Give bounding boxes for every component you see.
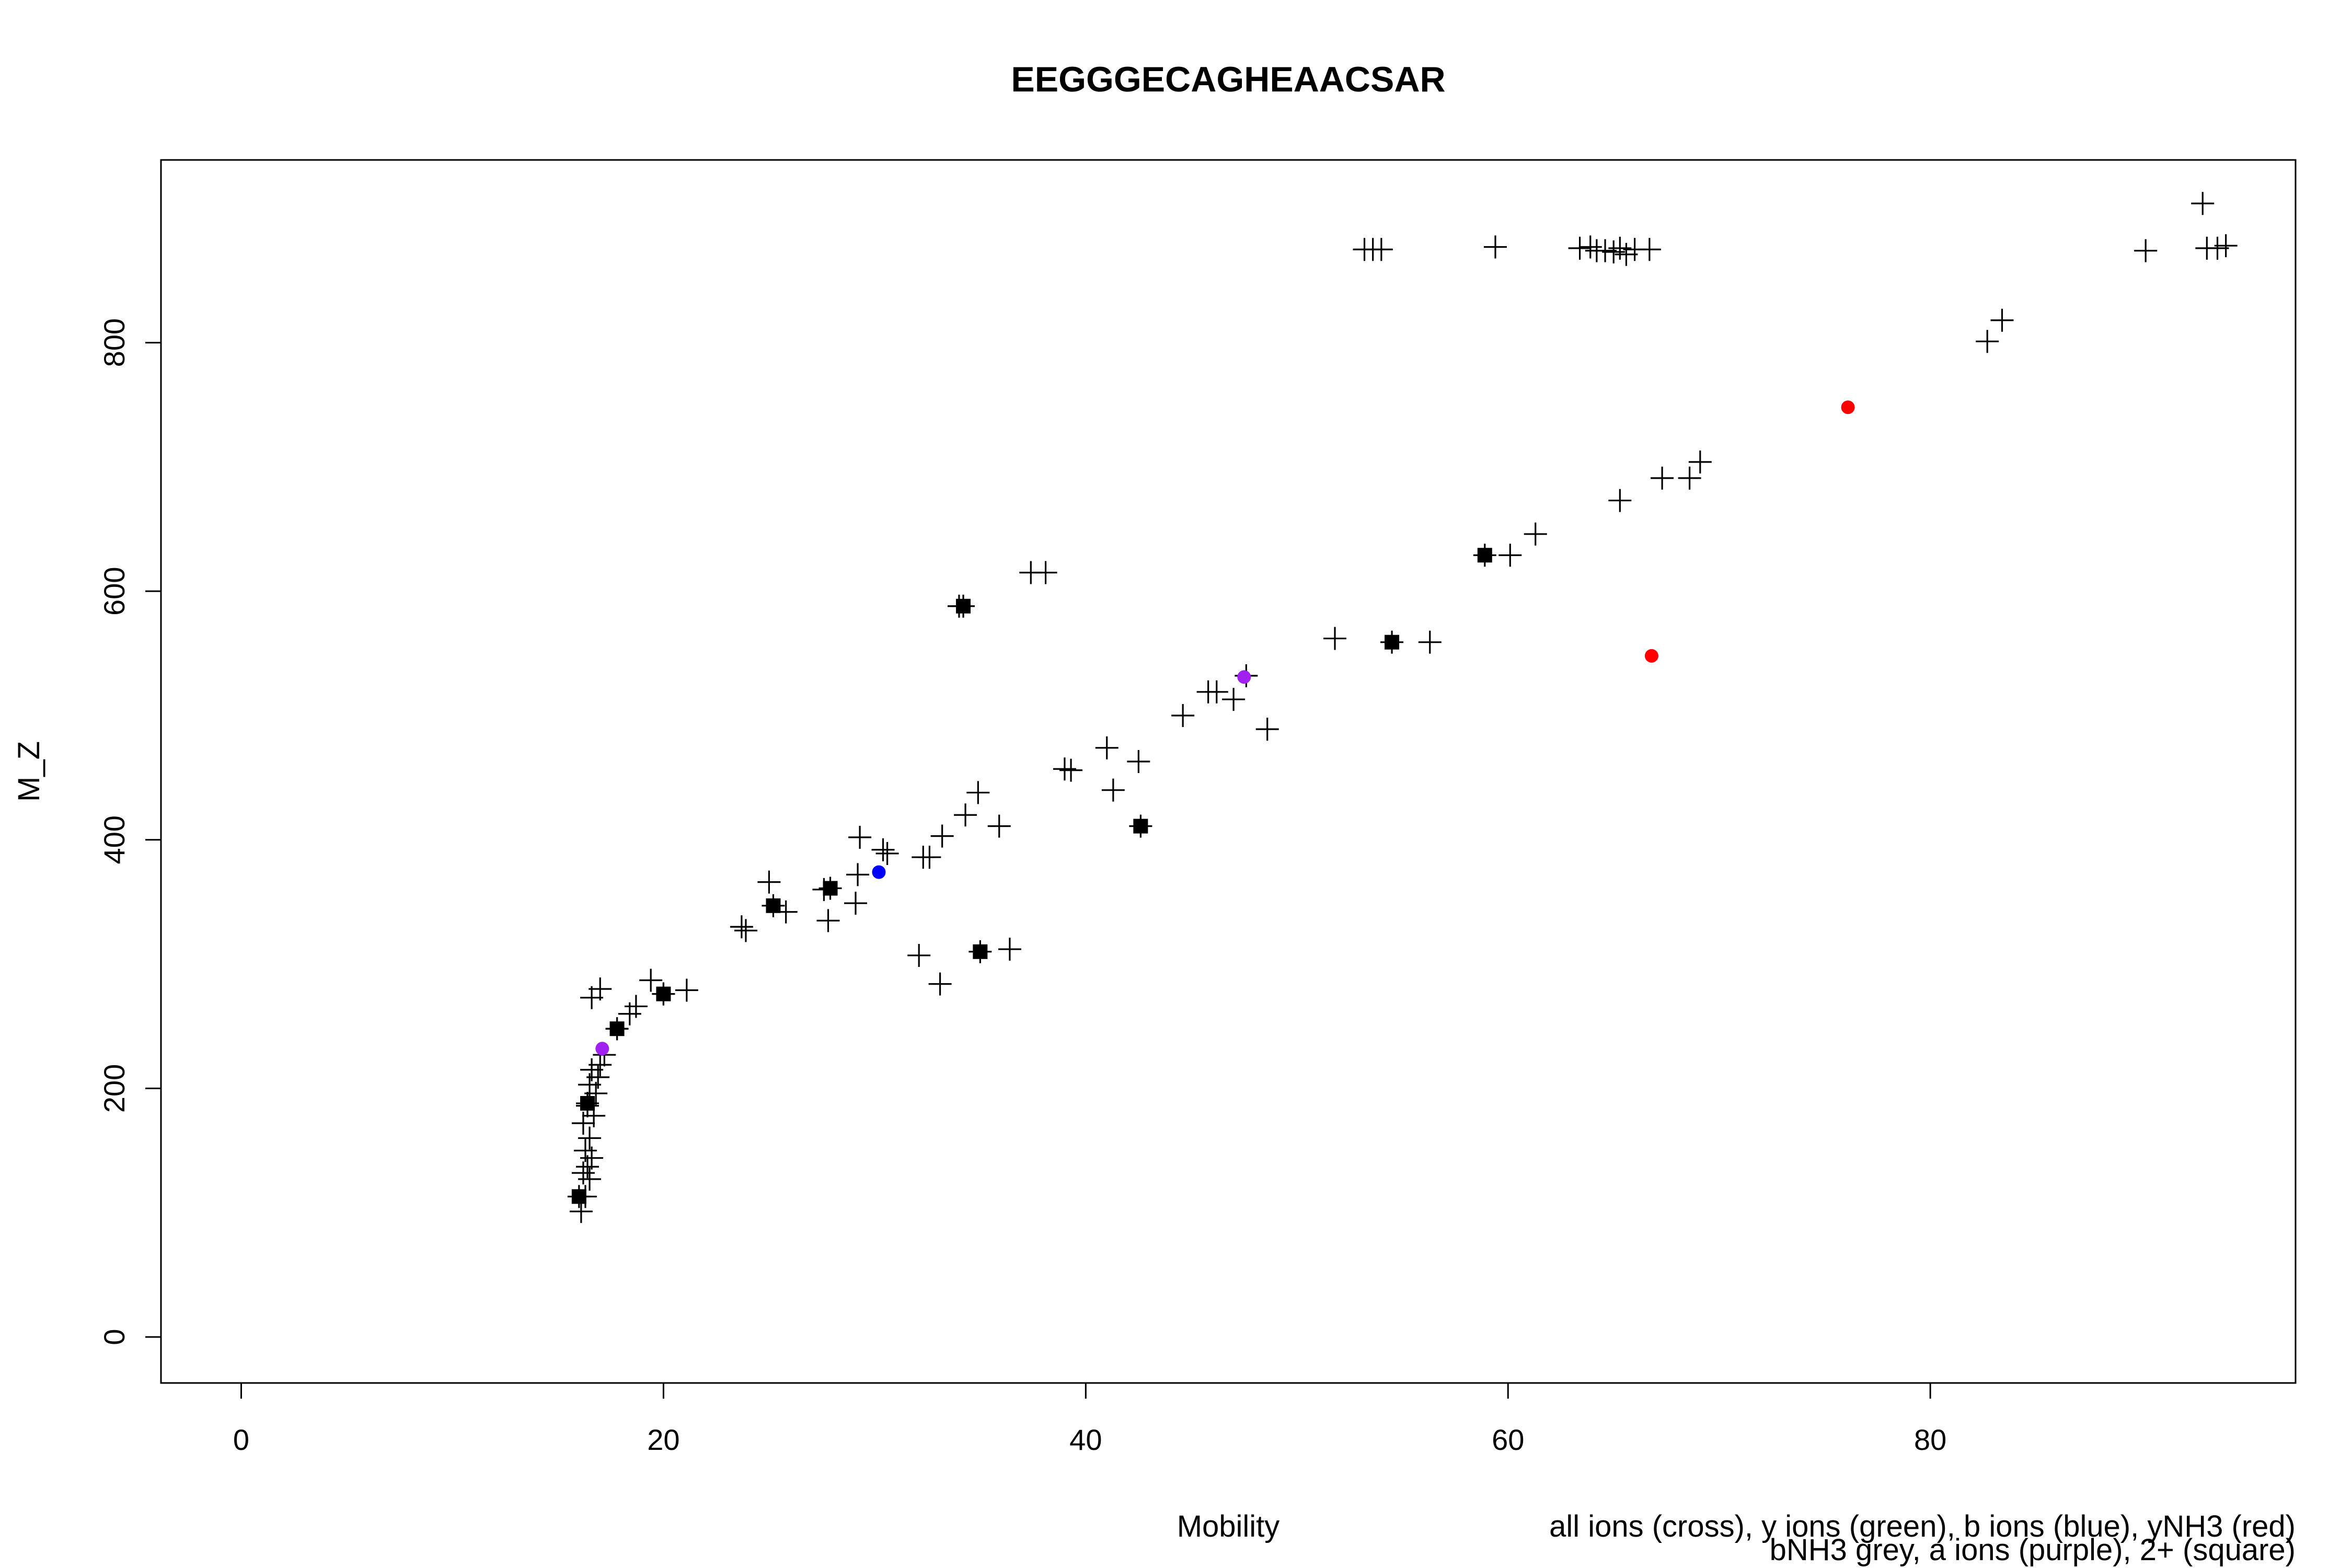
ion-cross-point xyxy=(816,909,840,932)
x-tick-label: 60 xyxy=(1492,1423,1524,1456)
plot-frame xyxy=(160,159,2297,1384)
x-tick-label: 40 xyxy=(1069,1423,1102,1456)
ion-cross-point xyxy=(1498,544,1522,567)
legend-line-1: all ions (cross), y ions (green), b ions… xyxy=(1549,1509,2296,1543)
y-tick-label: 0 xyxy=(98,1329,131,1345)
ion-cross-point xyxy=(987,814,1011,838)
ion-cross-point xyxy=(573,1139,597,1162)
ion-cross-point xyxy=(1568,236,1592,260)
ion-cross-point xyxy=(1369,238,1393,261)
ion-cross-point xyxy=(1034,561,1057,584)
data-points xyxy=(567,192,2238,1223)
ion-cross-point xyxy=(1053,757,1076,781)
ion-cross-point xyxy=(875,841,899,865)
x-axis: 0 20 40 60 80 xyxy=(233,1382,1946,1456)
x-tick-label: 80 xyxy=(1914,1423,1946,1456)
ion-cross-point xyxy=(757,870,781,894)
ion-cross-point xyxy=(1608,236,1632,260)
ion-cross-point xyxy=(871,838,895,861)
ion-cross-point xyxy=(2214,234,2238,258)
ion-cross-point xyxy=(918,846,941,869)
chart-title: EEGGGECAGHEAACSAR xyxy=(1011,60,1445,99)
ion-cross-point xyxy=(2134,239,2158,262)
ion-cross-point xyxy=(1678,466,1701,490)
y-tick-label: 600 xyxy=(98,567,131,615)
ion-cross-point xyxy=(966,781,990,804)
legend-line-2: bNH3 grey, a ions (purple), 2+ (square) xyxy=(1770,1533,2296,1567)
ion-cross-point xyxy=(952,594,975,618)
ion-cross-point xyxy=(2191,192,2215,215)
ion-cross-point xyxy=(578,1168,602,1191)
ion-cross-point xyxy=(575,1155,599,1179)
ion-cross-point xyxy=(1205,680,1228,704)
y-tick-label: 400 xyxy=(98,815,131,864)
ion-cross-point xyxy=(1059,758,1083,782)
ion-cross-point xyxy=(1484,235,1507,259)
colored-ion-point xyxy=(1237,670,1251,684)
ion-cross-point xyxy=(907,943,931,967)
ion-cross-point xyxy=(1380,630,1404,654)
y-tick-label: 200 xyxy=(98,1064,131,1113)
x-tick-label: 20 xyxy=(647,1423,679,1456)
ion-cross-point xyxy=(954,803,977,827)
ion-cross-point xyxy=(1524,522,1547,546)
ion-cross-point xyxy=(589,977,612,1001)
ion-cross-point xyxy=(624,995,648,1018)
ion-cross-point xyxy=(675,978,698,1002)
ion-cross-point xyxy=(1688,450,1712,474)
ion-cross-point xyxy=(1129,814,1152,838)
ion-cross-point xyxy=(1101,778,1125,802)
colored-ion-point xyxy=(595,1042,609,1056)
ion-cross-point xyxy=(589,1053,612,1077)
ion-cross-point xyxy=(848,826,872,849)
ion-cross-point xyxy=(571,1161,595,1185)
x-tick-label: 0 xyxy=(233,1423,249,1456)
ion-cross-point xyxy=(1222,688,1246,711)
ion-cross-point xyxy=(1638,238,1661,261)
ion-cross-point xyxy=(652,982,675,1006)
ion-cross-point xyxy=(818,877,842,900)
ion-cross-point xyxy=(1255,718,1279,741)
y-tick-label: 800 xyxy=(98,318,131,367)
ion-cross-point xyxy=(1608,489,1632,512)
y-axis: 0 200 400 600 800 xyxy=(98,318,162,1345)
ion-cross-point xyxy=(1095,736,1119,759)
ion-cross-point xyxy=(998,938,1021,961)
ion-cross-point xyxy=(1127,750,1150,773)
colored-ion-point xyxy=(1644,649,1658,663)
ion-cross-point xyxy=(567,1185,591,1208)
ion-cross-point xyxy=(639,969,663,992)
ion-cross-point xyxy=(1990,308,2014,332)
y-axis-label: M_Z xyxy=(12,741,46,802)
ion-cross-point xyxy=(1976,330,1999,353)
ion-cross-point xyxy=(730,915,753,939)
ion-cross-point xyxy=(1418,630,1442,654)
colored-ion-point xyxy=(1841,400,1855,414)
ion-cross-point xyxy=(1602,240,1625,263)
ion-cross-point xyxy=(1651,466,1674,490)
colored-ion-point xyxy=(872,865,886,879)
x-axis-label: Mobility xyxy=(1177,1509,1280,1543)
ion-cross-point xyxy=(1323,627,1346,650)
ion-cross-point xyxy=(578,1126,602,1150)
ion-cross-point xyxy=(1578,235,1602,259)
ion-cross-point xyxy=(930,824,954,848)
ion-cross-point xyxy=(846,863,870,886)
ion-cross-point xyxy=(969,940,992,963)
ion-cross-point xyxy=(1473,544,1496,567)
ion-cross-point xyxy=(1171,704,1195,727)
ion-cross-point xyxy=(575,1091,599,1115)
ion-cross-point xyxy=(734,919,757,942)
ion-cross-point xyxy=(762,894,785,917)
ion-cross-point xyxy=(605,1017,629,1041)
ion-cross-point xyxy=(844,892,868,915)
ion-cross-point xyxy=(928,972,952,996)
